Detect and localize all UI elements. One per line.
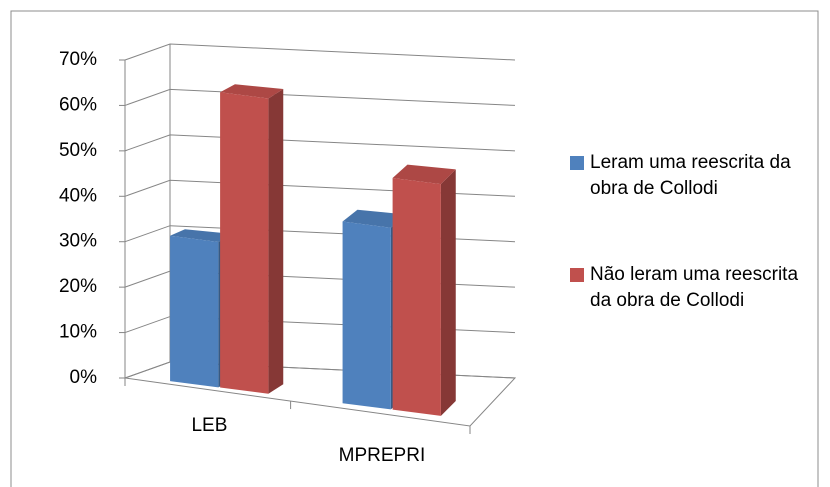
grid-line: [124, 43, 516, 61]
bar-front: [342, 221, 391, 410]
y-tick-label: 20%: [59, 276, 97, 297]
frame: [10, 10, 819, 487]
bar-side: [268, 88, 284, 394]
bar-top: [392, 164, 456, 185]
bar-top: [170, 229, 234, 242]
y-tick-label: 0%: [70, 367, 98, 388]
y-tick-label: 30%: [59, 231, 97, 252]
legend-swatch: [570, 156, 584, 170]
y-tick-label: 40%: [59, 185, 97, 206]
y-tick-label: 10%: [59, 322, 97, 343]
x-tick-label: MPREPRI: [339, 445, 426, 466]
bar: [392, 164, 456, 416]
grid-line: [124, 88, 516, 106]
y-tick-label: 60%: [59, 94, 97, 115]
bar-top: [342, 209, 406, 228]
legend-label: Leram uma reescrita da obra de Collodi: [590, 152, 791, 199]
legend-item: Leram uma reescrita da obra de Collodi: [570, 150, 810, 202]
x-tick-label: LEB: [191, 415, 227, 436]
bar: [220, 84, 284, 394]
y-tick-label: 70%: [59, 49, 97, 70]
bar-side: [440, 169, 456, 416]
y-tick-label: 50%: [59, 140, 97, 161]
bar-front: [392, 177, 441, 416]
grid-line: [124, 134, 516, 152]
bar-top: [220, 84, 284, 99]
legend-swatch: [570, 268, 584, 282]
legend-label: Não leram uma reescrita da obra de Collo…: [590, 264, 799, 311]
bar-front: [220, 92, 269, 394]
grid-line: [124, 179, 516, 197]
bar-front: [170, 235, 219, 388]
legend-item: Não leram uma reescrita da obra de Collo…: [570, 262, 810, 314]
